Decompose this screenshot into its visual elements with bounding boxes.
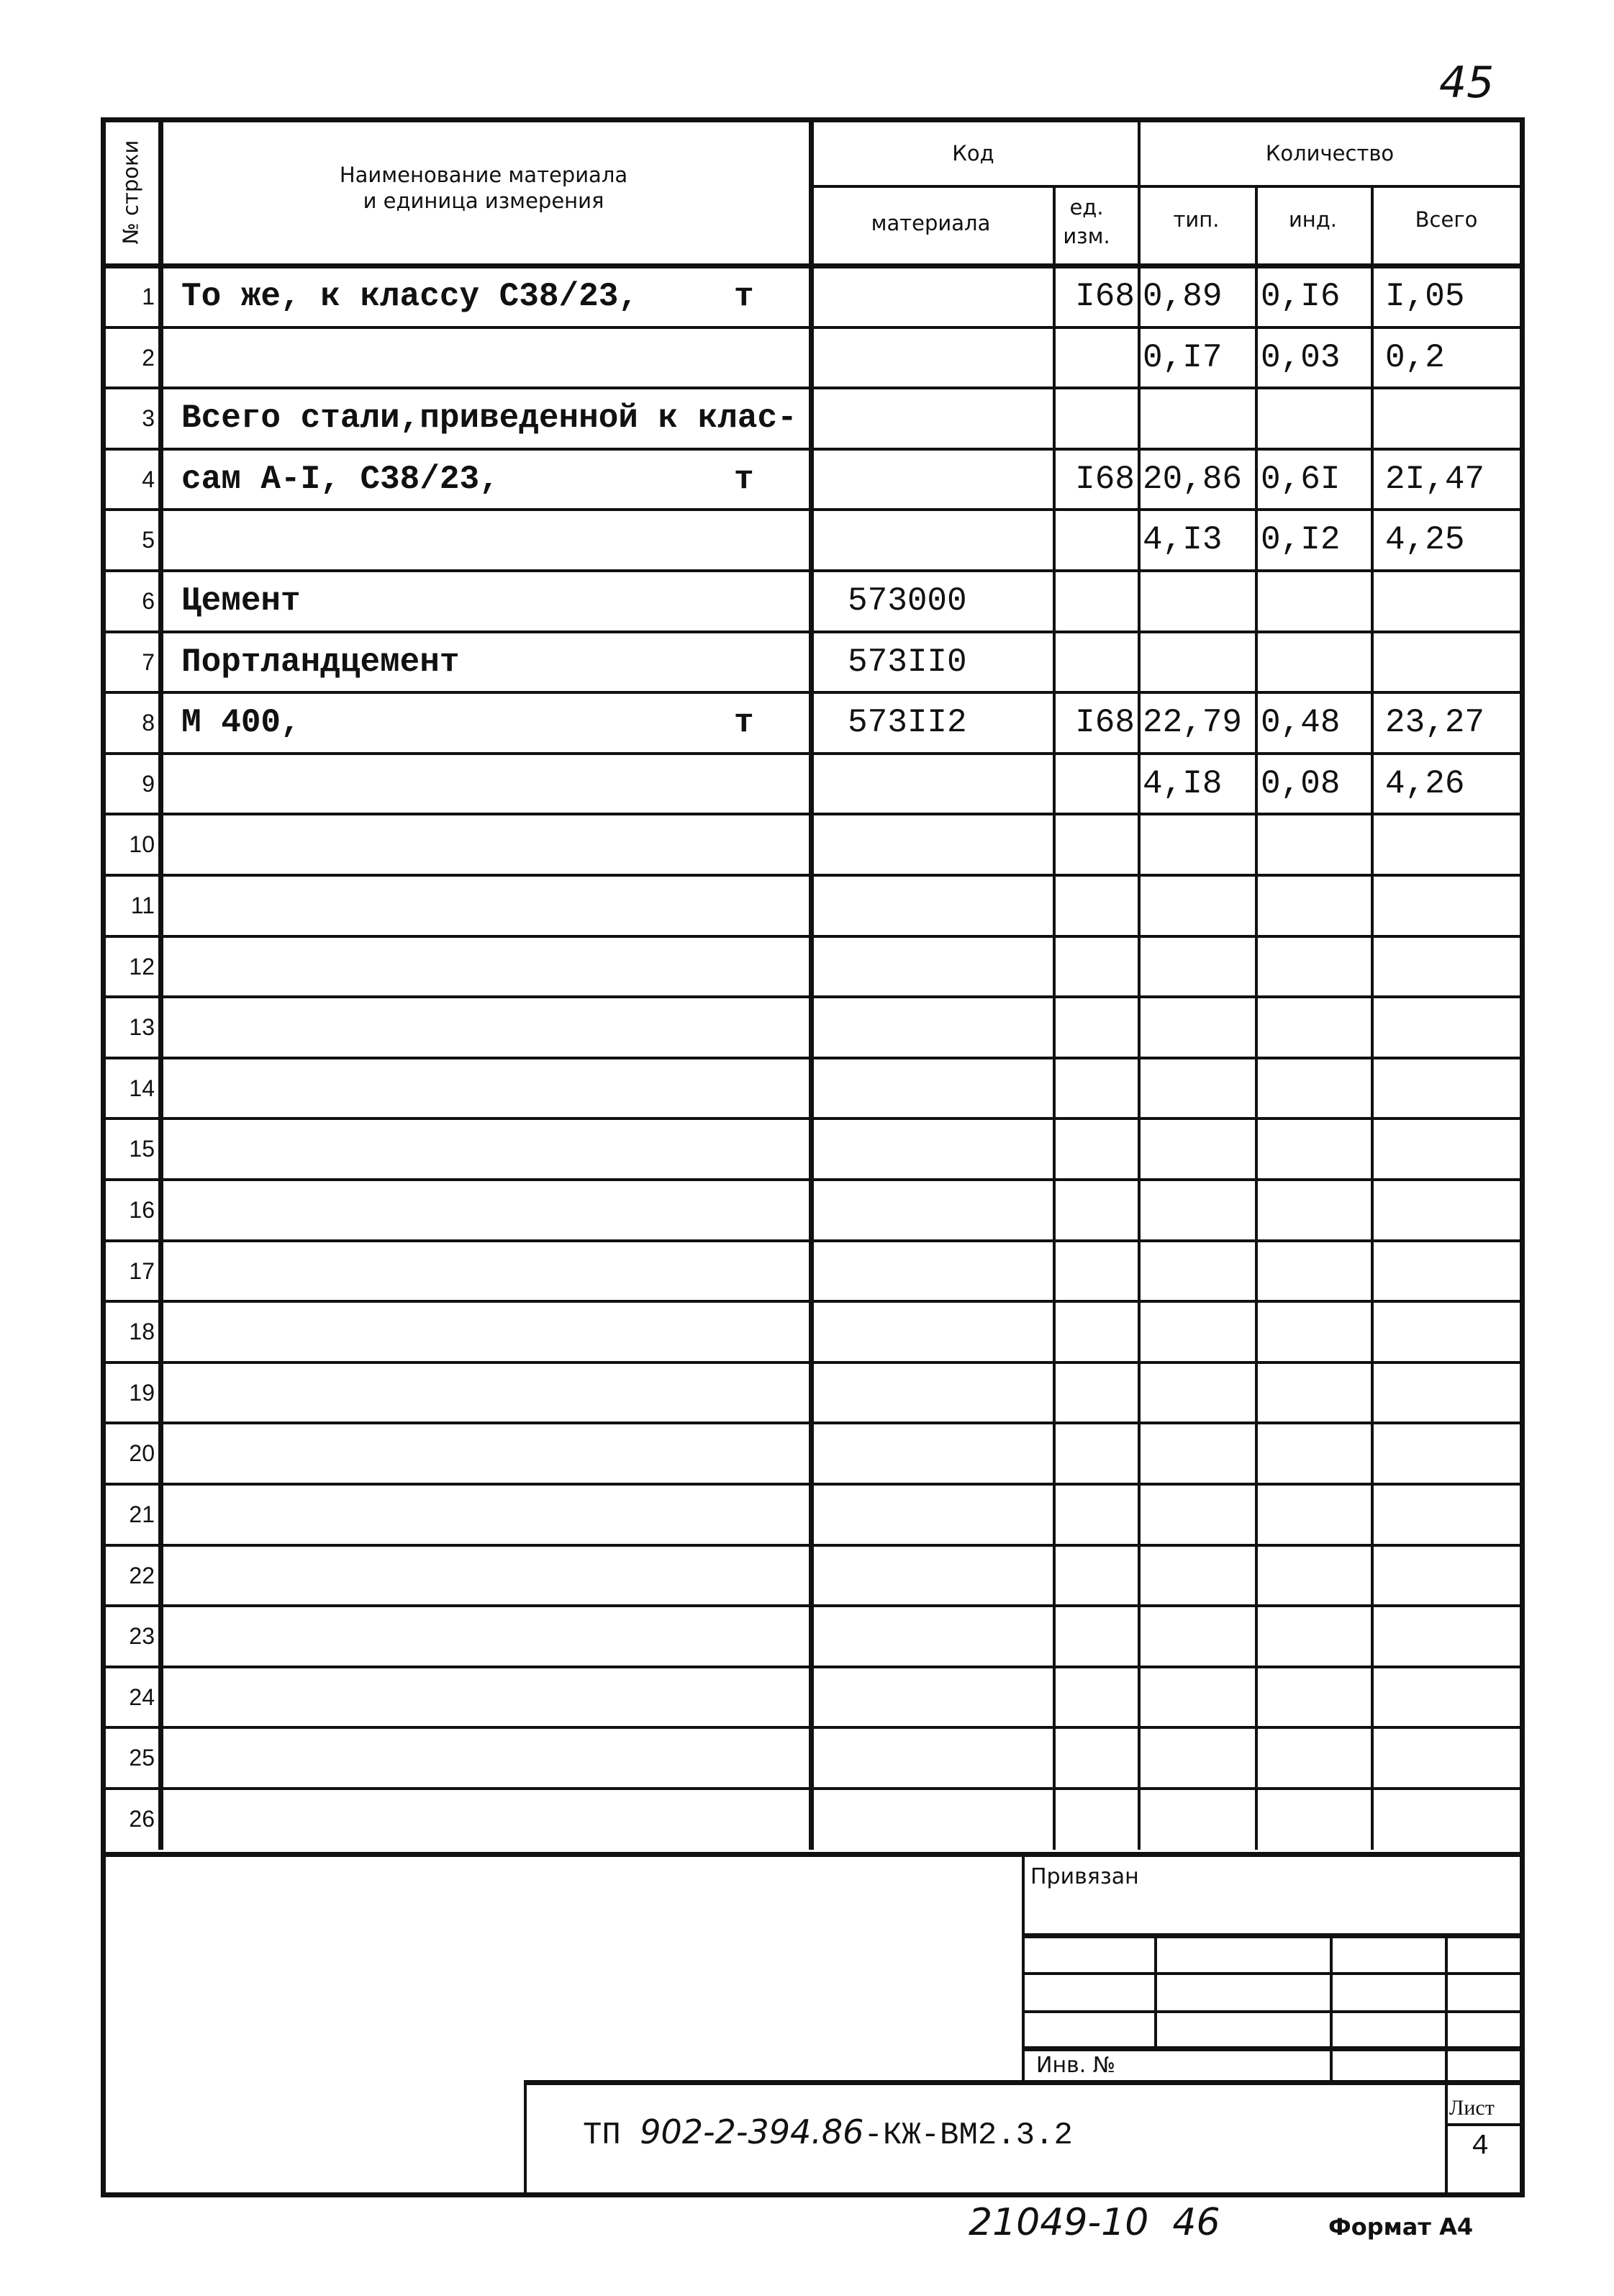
row-number: 25: [129, 1745, 155, 1771]
row-number: 14: [129, 1075, 155, 1101]
sheet-label: Лист: [1449, 2096, 1495, 2120]
header-qty-ind: инд.: [1288, 207, 1338, 232]
row-number: 10: [129, 831, 155, 858]
row-number: 21: [129, 1501, 155, 1527]
qty-typ: 4,I3: [1143, 521, 1223, 559]
material-name: То же, к классу С38/23,: [181, 278, 638, 315]
row-number: 19: [129, 1379, 155, 1406]
row-number: 18: [129, 1319, 155, 1345]
row-number: 6: [142, 588, 155, 614]
row-number: 11: [130, 892, 155, 918]
qty-typ: 20,86: [1143, 460, 1243, 498]
row-number: 26: [129, 1806, 155, 1832]
qty-total: 4,25: [1385, 521, 1465, 559]
material-name: Цемент: [181, 582, 301, 620]
unit: т: [734, 278, 754, 315]
header-quantity: Количество: [1265, 141, 1395, 166]
linked-label: Привязан: [1030, 1864, 1139, 1889]
header-code: Код: [952, 141, 994, 166]
row-number: 17: [129, 1257, 155, 1284]
qty-total: I,05: [1385, 278, 1465, 315]
row-number: 20: [129, 1440, 155, 1467]
qty-typ: 4,I8: [1143, 764, 1223, 803]
header-name: Наименование материала и единица измерен…: [339, 163, 628, 213]
sheet-value: 4: [1472, 2130, 1490, 2163]
row-number: 1: [142, 284, 155, 309]
unit-code: I68: [1075, 704, 1135, 742]
row-number: 5: [142, 527, 155, 553]
header-code-unit: ед. изм.: [1063, 195, 1110, 248]
document-code: ТП 902-2-394.86-КЖ-ВМ2.3.2: [583, 2112, 1073, 2153]
material-code: 573000: [848, 582, 967, 620]
qty-ind: 0,I6: [1261, 278, 1341, 315]
material-name: М 400,: [181, 704, 301, 742]
row-number: 24: [129, 1683, 155, 1710]
unit-code: I68: [1075, 278, 1135, 315]
qty-typ: 0,89: [1143, 278, 1223, 315]
row-number: 23: [129, 1623, 155, 1650]
qty-typ: 0,I7: [1143, 338, 1223, 376]
inv-no-label: Инв. №: [1036, 2053, 1116, 2078]
qty-ind: 0,08: [1261, 764, 1341, 803]
row-number: 7: [142, 648, 155, 675]
unit-code: I68: [1075, 460, 1135, 498]
qty-total: 2I,47: [1385, 460, 1485, 498]
header-qty-total: Всего: [1415, 207, 1478, 232]
header-qty-typ: тип.: [1173, 207, 1220, 232]
material-name: Портландцемент: [181, 643, 460, 681]
material-code: 573II2: [848, 704, 967, 742]
material-name: сам А-I, С38/23,: [181, 460, 499, 498]
qty-total: 4,26: [1385, 764, 1465, 803]
row-number: 3: [142, 405, 155, 432]
qty-ind: 0,03: [1261, 338, 1341, 376]
row-number: 2: [142, 344, 155, 371]
material-name: Всего стали,приведенной к клас-: [181, 399, 797, 438]
format-label: Формат А4: [1328, 2213, 1474, 2241]
qty-ind: 0,6I: [1261, 460, 1341, 498]
row-number: 16: [129, 1197, 155, 1223]
qty-ind: 0,48: [1261, 704, 1341, 742]
row-number: 9: [142, 770, 155, 797]
qty-ind: 0,I2: [1261, 521, 1341, 559]
row-number: 8: [142, 710, 155, 736]
row-number: 12: [129, 953, 155, 980]
row-number: 4: [142, 466, 155, 492]
qty-typ: 22,79: [1143, 704, 1243, 742]
qty-total: 0,2: [1385, 338, 1445, 376]
row-number: 13: [129, 1014, 155, 1041]
page-number: 45: [1439, 58, 1495, 108]
header-row-number: № строки: [118, 140, 143, 245]
row-number: 15: [129, 1136, 155, 1162]
qty-total: 23,27: [1385, 704, 1485, 742]
archive-number: 21049-10 46: [969, 2201, 1220, 2244]
material-code: 573II0: [848, 643, 967, 681]
header-code-material: материала: [871, 211, 991, 235]
unit: т: [734, 704, 754, 742]
row-number: 22: [129, 1562, 155, 1588]
unit: т: [734, 460, 754, 498]
